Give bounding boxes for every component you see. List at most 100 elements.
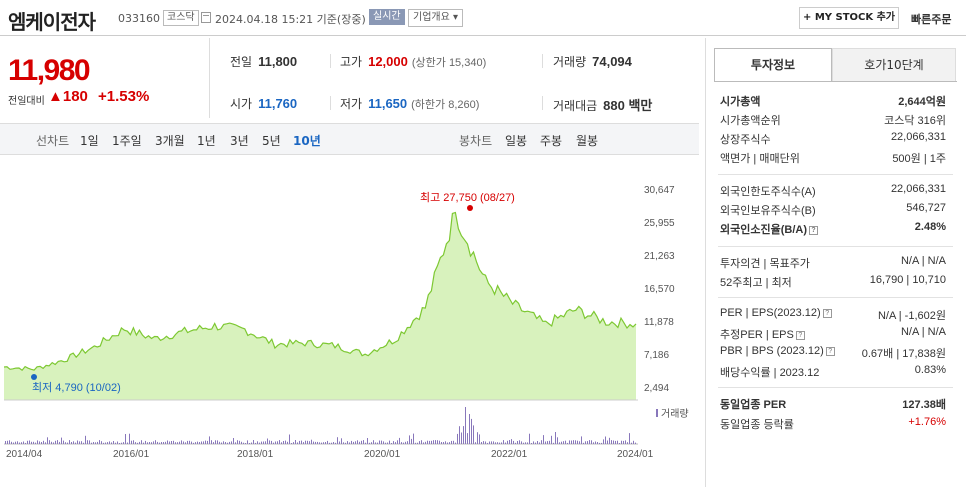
volume-bar <box>253 440 254 444</box>
volume-bar <box>11 441 12 444</box>
volume-bar <box>359 441 360 444</box>
help-icon[interactable]: ? <box>795 330 805 340</box>
realtime-badge[interactable]: 실시간 <box>369 9 405 25</box>
x-tick-label: 2014/04 <box>6 449 43 460</box>
divider <box>330 54 331 68</box>
volume-bar <box>473 425 474 444</box>
volume-bar <box>235 442 236 444</box>
divider <box>542 96 543 110</box>
tab-underline <box>714 81 957 82</box>
volume-bar <box>239 440 240 444</box>
high-annotation: 최고 27,750 (08/27) <box>420 191 515 204</box>
candle-daily[interactable]: 일봉 <box>505 134 528 148</box>
volume-bar <box>541 440 542 444</box>
quick-order-link[interactable]: 빠른주문 <box>911 13 952 26</box>
investment-info-panel: 투자정보 호가10단계 시가총액 2,644억원 시가총액순위 코스닥 316위 상장주… <box>705 38 966 487</box>
volume-bar <box>149 442 150 444</box>
period-5y[interactable]: 5년 <box>262 134 281 148</box>
volume-bar <box>601 442 602 444</box>
info-value: 16,790 | 10,710 <box>869 274 946 286</box>
volume-bar <box>313 441 314 444</box>
volume-bar <box>133 440 134 444</box>
tab-order-book[interactable]: 호가10단계 <box>832 48 956 82</box>
y-tick-label: 11,878 <box>644 317 674 328</box>
volume-bar <box>387 442 388 444</box>
volume-bar <box>443 442 444 444</box>
volume-bar <box>507 440 508 444</box>
volume-bar <box>27 440 28 444</box>
volume-bar <box>435 440 436 444</box>
volume-bar <box>529 433 530 444</box>
volume-bar <box>353 441 354 444</box>
volume-bar <box>389 440 390 444</box>
candle-weekly[interactable]: 주봉 <box>540 134 563 148</box>
volume-bar <box>203 441 204 444</box>
tab-investment-info[interactable]: 투자정보 <box>714 48 832 82</box>
volume-bar <box>571 440 572 444</box>
period-1d[interactable]: 1일 <box>80 134 99 148</box>
info-label: 상장주식수 <box>720 134 771 146</box>
period-1y[interactable]: 1년 <box>197 134 216 148</box>
volume-bar <box>323 442 324 444</box>
volume-bar <box>217 440 218 444</box>
volume-bar <box>33 441 34 444</box>
volume-bar <box>87 440 88 444</box>
volume-bar <box>333 442 334 444</box>
section-divider <box>718 246 953 247</box>
info-label: 외국인소진율(B/A)? <box>720 221 818 237</box>
info-value: 0.83% <box>914 364 946 376</box>
y-tick-label: 7,186 <box>644 350 670 361</box>
help-icon[interactable]: ? <box>825 346 835 356</box>
volume-bar <box>563 441 564 444</box>
volume-bar <box>439 440 440 444</box>
volume-bar <box>47 437 48 444</box>
volume-bar <box>475 442 476 444</box>
timestamp: 2024.04.18 15:21 기준(장중) <box>215 13 366 26</box>
info-label: PER | EPS(2023.12)? <box>720 307 832 319</box>
candle-monthly[interactable]: 월봉 <box>576 134 599 148</box>
period-3y[interactable]: 3년 <box>230 134 249 148</box>
volume-bar <box>589 440 590 444</box>
volume-bar <box>75 442 76 444</box>
volume-bar <box>371 442 372 444</box>
market-badge: 코스닥 <box>163 10 199 26</box>
volume-bar <box>627 442 628 444</box>
volume-bar <box>91 442 92 444</box>
section-divider <box>718 387 953 388</box>
volume-bar <box>73 441 74 444</box>
x-tick-label: 2022/01 <box>491 449 528 460</box>
volume-bar <box>449 442 450 444</box>
x-tick-label: 2018/01 <box>237 449 274 460</box>
volume-bar <box>617 440 618 444</box>
info-value: 0.67배 | 17,838원 <box>861 348 946 360</box>
volume-bar <box>85 435 86 444</box>
period-1w[interactable]: 1주일 <box>112 134 142 148</box>
price-chart[interactable]: 거래량 최고 27,750 (08/27) 최저 4,790 (10/02) <box>0 0 700 487</box>
volume-bar <box>341 438 342 444</box>
volume-bar <box>415 442 416 444</box>
price-summary: 11,980 전일대비 ▲180 +1.53% <box>0 38 210 118</box>
company-overview-dropdown[interactable]: 기업개요 ▾ <box>408 9 463 27</box>
volume-bar <box>419 441 420 444</box>
volume-bar <box>603 439 604 444</box>
volume-bar <box>249 443 250 444</box>
info-value: N/A | -1,602원 <box>877 310 946 322</box>
volume-bar <box>373 440 374 444</box>
volume-bar <box>499 442 500 444</box>
period-3m[interactable]: 3개월 <box>155 134 185 148</box>
period-10y[interactable]: 10년 <box>293 134 321 148</box>
volume-bar <box>213 442 214 444</box>
volume-bar <box>501 442 502 444</box>
help-icon[interactable]: ? <box>809 225 818 235</box>
section-divider <box>718 174 953 175</box>
volume-bar <box>15 441 16 444</box>
volume-bars <box>5 407 636 444</box>
volume-bar <box>375 442 376 444</box>
info-label: 시가총액순위 <box>720 115 781 127</box>
volume-bar <box>481 442 482 444</box>
volume-bar <box>119 443 120 444</box>
divider <box>330 96 331 110</box>
help-icon[interactable]: ? <box>822 308 832 318</box>
add-mystock-button[interactable]: + MY STOCK 추가 <box>799 7 899 29</box>
volume-bar <box>357 440 358 444</box>
